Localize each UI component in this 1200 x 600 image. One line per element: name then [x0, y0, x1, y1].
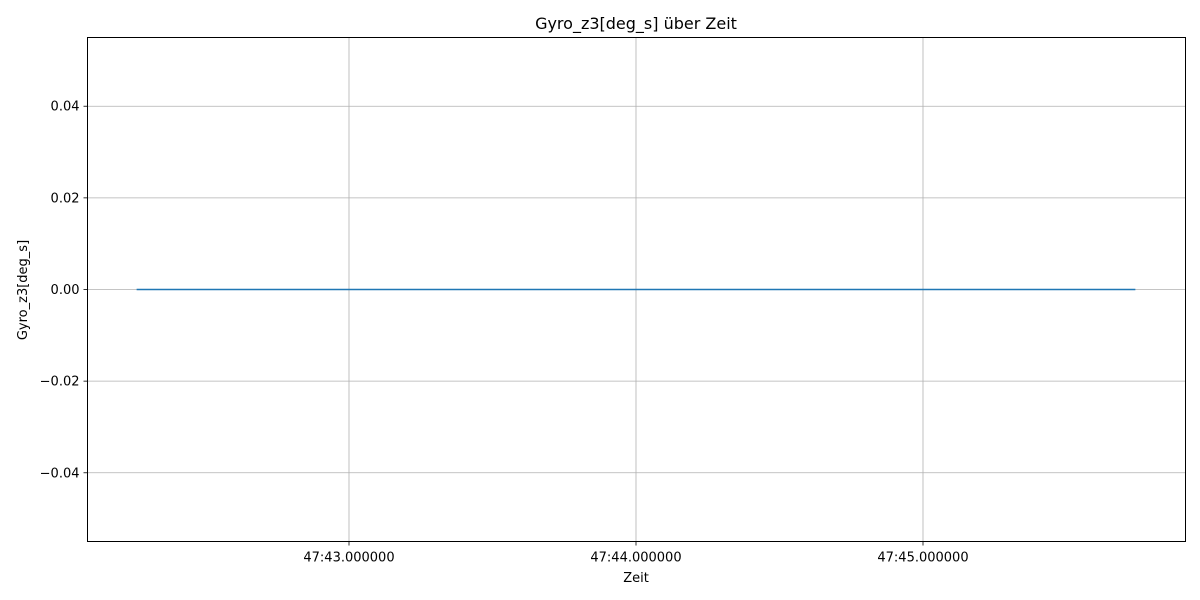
- y-tick-label: −0.02: [40, 375, 80, 390]
- y-axis-label: Gyro_z3[deg_s]: [16, 240, 31, 340]
- y-axis-ticks: 0.04 0.02 0.00 −0.02 −0.04: [40, 100, 88, 481]
- y-tick-label: −0.04: [40, 466, 80, 481]
- y-tick-label: 0.02: [51, 191, 80, 206]
- chart-title: Gyro_z3[deg_s] über Zeit: [535, 14, 737, 34]
- y-tick-label: 0.04: [51, 100, 80, 115]
- x-tick-label: 47:43.000000: [303, 551, 394, 566]
- x-tick-label: 47:44.000000: [590, 551, 681, 566]
- x-tick-label: 47:45.000000: [877, 551, 968, 566]
- x-axis-ticks: 47:43.000000 47:44.000000 47:45.000000: [303, 541, 969, 566]
- y-tick-label: 0.00: [51, 283, 80, 298]
- x-axis-label: Zeit: [623, 571, 649, 586]
